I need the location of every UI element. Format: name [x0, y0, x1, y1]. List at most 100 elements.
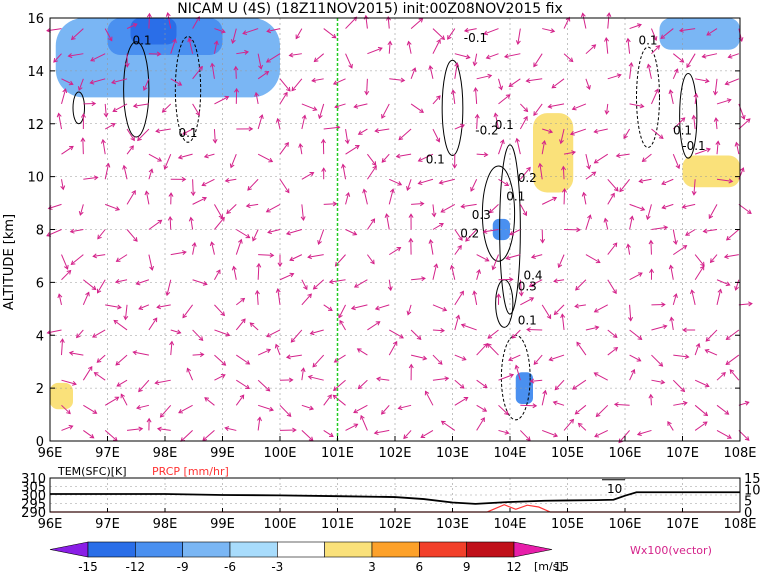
wind-vector	[626, 243, 631, 255]
wind-vector	[376, 376, 390, 382]
wind-vector	[231, 265, 237, 280]
wind-vector	[203, 153, 215, 159]
wind-vector	[97, 229, 106, 240]
x-tick-label: 108E	[723, 517, 756, 532]
vector-scale-label: Wx100(vector)	[630, 544, 712, 557]
wind-vector	[682, 327, 696, 333]
wind-vector	[373, 429, 390, 436]
wind-vector	[563, 418, 575, 431]
wind-vector	[410, 354, 428, 361]
wind-vector	[673, 245, 688, 256]
wind-vector	[266, 28, 281, 34]
wind-vector	[607, 178, 619, 192]
wind-vector	[702, 228, 718, 234]
wind-vector	[353, 279, 368, 288]
wind-vector	[389, 77, 406, 83]
wind-vector	[715, 140, 721, 155]
wind-vector	[126, 145, 134, 155]
wind-vector	[366, 165, 377, 180]
wind-vector	[585, 254, 601, 264]
wind-vector	[301, 172, 315, 180]
wind-vector	[156, 304, 171, 310]
wind-vector	[694, 404, 709, 417]
wind-vector	[681, 203, 696, 209]
wind-vector	[192, 103, 200, 116]
wind-vector	[472, 53, 478, 67]
contour-line	[481, 165, 516, 262]
wind-vector	[187, 37, 194, 54]
colorbar-label: 3	[368, 560, 376, 574]
wind-vector	[406, 304, 412, 316]
wind-vector	[648, 239, 654, 255]
contour-line	[174, 36, 202, 143]
wind-vector	[694, 421, 708, 431]
wind-vector	[509, 229, 521, 236]
wind-vector	[83, 404, 98, 414]
wind-vector	[105, 304, 122, 310]
wind-vector	[366, 254, 375, 265]
wind-vector	[432, 223, 444, 230]
colorbar-label: -12	[126, 560, 146, 574]
wind-vector	[498, 94, 511, 105]
wind-vector	[83, 430, 95, 439]
wind-vector	[345, 53, 353, 69]
wind-vector	[673, 354, 690, 360]
wind-vector	[300, 204, 306, 222]
y-tick-label: 14	[27, 65, 44, 80]
wind-vector	[214, 269, 221, 280]
wind-vector	[519, 115, 528, 130]
colorbar-label: -6	[224, 560, 236, 574]
wind-vector	[629, 215, 635, 230]
wind-vector	[333, 354, 346, 363]
wind-vector	[61, 404, 71, 415]
wind-vector	[641, 153, 652, 162]
wind-vector	[357, 128, 368, 135]
surface-grid	[50, 478, 740, 512]
wind-vector	[411, 201, 425, 207]
x-tick-label: 105E	[551, 517, 584, 532]
wind-vector	[156, 426, 171, 432]
wind-vector	[694, 147, 711, 155]
wind-vector	[367, 46, 383, 55]
wind-vector	[136, 404, 150, 410]
wind-vector	[311, 77, 324, 83]
wind-vector	[300, 367, 306, 381]
wind-vector	[364, 78, 370, 96]
wind-vector	[548, 354, 565, 362]
wind-vector	[694, 342, 701, 356]
wind-vector	[67, 53, 84, 59]
wind-vector	[80, 113, 86, 130]
wind-vector	[214, 204, 223, 219]
wind-vector	[575, 279, 587, 291]
y-tick-label-left: 300	[21, 489, 46, 504]
wind-vector	[387, 279, 393, 292]
wind-vector	[585, 154, 592, 170]
wind-vector	[593, 128, 608, 134]
wind-vector	[70, 254, 84, 266]
wind-vector	[716, 404, 730, 415]
wind-vector	[454, 379, 465, 389]
wind-vector	[432, 376, 450, 382]
wind-vector	[135, 279, 150, 286]
colorbar-cell	[324, 541, 373, 558]
y-tick-label-right: 0	[744, 506, 752, 521]
wind-vector	[440, 420, 456, 431]
colorbar-label: -15	[78, 560, 98, 574]
wind-vector	[161, 103, 172, 113]
wind-vector	[291, 78, 303, 92]
wind-vector	[498, 276, 514, 282]
wind-vector	[725, 354, 740, 365]
wind-vector	[691, 114, 697, 130]
wind-vector	[235, 394, 245, 406]
wind-vector	[69, 228, 84, 234]
wind-vector	[236, 379, 251, 390]
wind-vector	[148, 254, 155, 271]
x-tick-label: 101E	[321, 517, 354, 532]
wind-vector	[309, 329, 324, 336]
wind-vector	[104, 396, 120, 406]
x-tick-label: 102E	[378, 446, 411, 461]
wind-vector	[533, 103, 543, 117]
wind-vector	[285, 354, 302, 360]
wind-vector	[645, 204, 652, 221]
wind-vector	[668, 264, 674, 280]
